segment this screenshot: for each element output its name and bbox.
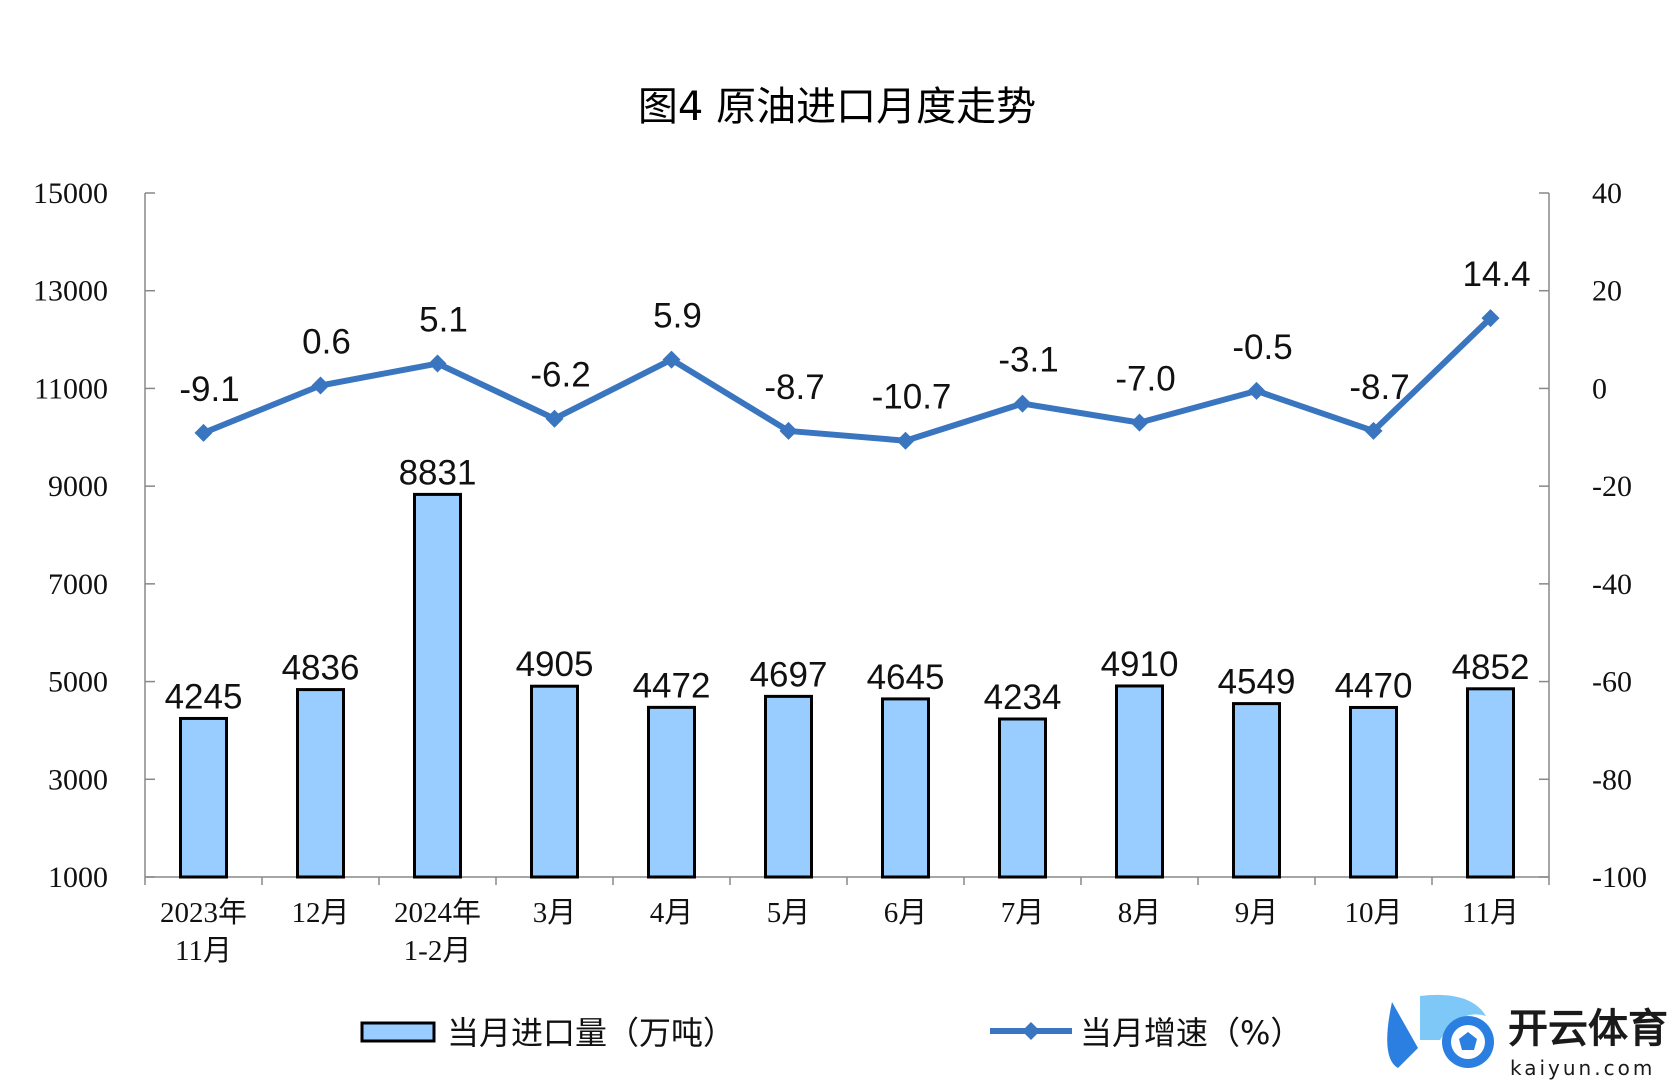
category-labels: 2023年 11月 12月 2024年 1-2月 3月 4月 5月 6月 7月 8月 9月 10月 11月 xyxy=(160,896,1519,967)
bar xyxy=(1115,684,1164,879)
y-right-tick-label: 20 xyxy=(1592,275,1622,308)
x-category-label: 11月 xyxy=(1462,897,1519,929)
chart-title: 图4 原油进口月度走势 xyxy=(638,84,1036,130)
bar xyxy=(413,492,462,879)
bar-data-label: 8831 xyxy=(399,453,477,492)
bar xyxy=(881,697,930,879)
brand-logo-icon xyxy=(1387,994,1494,1068)
line-point xyxy=(662,350,681,369)
legend-bar-label: 当月进口量（万吨） xyxy=(447,1014,735,1052)
line-data-label: 14.4 xyxy=(1462,255,1530,294)
watermark-logo: 开云体育 kaiyun.com xyxy=(1387,994,1668,1080)
x-category-label: 6月 xyxy=(884,897,928,929)
y-right-tick-label: 40 xyxy=(1592,177,1622,210)
line-data-label: -10.7 xyxy=(872,378,952,417)
bar xyxy=(296,688,345,879)
line-series xyxy=(194,309,1500,450)
bar-data-label: 4549 xyxy=(1218,663,1296,702)
bar-labels: 4245 4836 8831 4905 4472 4697 4645 4234 4910 4549… xyxy=(165,453,1530,717)
line-data-label: -8.7 xyxy=(764,368,824,407)
bar xyxy=(1349,705,1398,879)
y-right-tick-label: -60 xyxy=(1592,666,1632,699)
line-point xyxy=(428,354,447,373)
bar-data-label: 4234 xyxy=(984,678,1062,717)
bar-data-label: 4470 xyxy=(1335,666,1413,705)
bar-data-label: 4645 xyxy=(867,658,945,697)
line-point xyxy=(545,409,564,428)
line-data-label: -7.0 xyxy=(1115,360,1175,399)
bar xyxy=(179,716,228,879)
line-data-label: -9.1 xyxy=(179,370,239,409)
legend-line-label: 当月增速（%） xyxy=(1080,1014,1302,1052)
legend-line-marker xyxy=(1022,1022,1040,1040)
x-category-label: 10月 xyxy=(1344,897,1402,929)
y-left-tick-label: 15000 xyxy=(33,177,108,210)
y-right-tick-label: -100 xyxy=(1592,861,1647,894)
bar-data-label: 4910 xyxy=(1101,645,1179,684)
y-right-tick-label: 0 xyxy=(1592,372,1607,405)
line-data-label: 5.9 xyxy=(653,297,702,336)
bar xyxy=(1466,687,1515,879)
y-left-tick-label: 1000 xyxy=(48,861,108,894)
legend: 当月进口量（万吨） 当月增速（%） xyxy=(360,1014,1302,1052)
line-path xyxy=(202,315,1493,444)
line-point xyxy=(1481,309,1500,328)
y-left-tick-label: 9000 xyxy=(48,470,108,503)
line-point xyxy=(194,423,213,442)
y-left-tick-label: 3000 xyxy=(48,763,108,796)
line-point xyxy=(779,421,798,440)
bar-data-label: 4472 xyxy=(633,666,711,705)
line-data-label: -3.1 xyxy=(998,341,1058,380)
line-data-label: 5.1 xyxy=(419,301,468,340)
bar xyxy=(647,705,696,879)
bar-data-label: 4852 xyxy=(1452,648,1530,687)
x-category-label: 3月 xyxy=(533,897,577,929)
bar xyxy=(764,694,813,879)
x-category-label: 12月 xyxy=(291,897,349,929)
bar xyxy=(998,717,1047,879)
line-point xyxy=(311,376,330,395)
axes: 15000 13000 11000 9000 7000 5000 3000 1000 40 20 0… xyxy=(33,177,1647,894)
y-left-tick-label: 7000 xyxy=(48,568,108,601)
y-right-tick-label: -40 xyxy=(1592,568,1632,601)
x-category-label: 8月 xyxy=(1118,897,1162,929)
bar-data-label: 4697 xyxy=(750,655,828,694)
watermark-brand: 开云体育 xyxy=(1508,1006,1668,1052)
line-point xyxy=(1013,394,1032,413)
x-category-label: 2024年 xyxy=(394,896,481,929)
y-left-tick-label: 13000 xyxy=(33,275,108,308)
x-category-label: 5月 xyxy=(767,897,811,929)
y-left-tick-label: 11000 xyxy=(34,372,108,405)
y-right-tick-label: -80 xyxy=(1592,763,1632,796)
x-category-label: 2023年 xyxy=(160,896,247,929)
line-point xyxy=(1247,381,1266,400)
bar-data-label: 4836 xyxy=(282,649,360,688)
bar-data-label: 4905 xyxy=(516,645,594,684)
line-data-label: -6.2 xyxy=(530,356,590,395)
legend-bar-swatch xyxy=(360,1021,436,1043)
line-point xyxy=(1130,413,1149,432)
y-left-tick-label: 5000 xyxy=(48,666,108,699)
x-category-label: 7月 xyxy=(1001,897,1045,929)
x-category-label: 4月 xyxy=(650,897,694,929)
line-data-label: 0.6 xyxy=(302,322,351,361)
bar-series xyxy=(179,492,1515,879)
line-labels: -9.1 0.6 5.1 -6.2 5.9 -8.7 -10.7 -3.1 -7.0 -0.5 -8… xyxy=(179,255,1530,417)
x-category-label: 1-2月 xyxy=(404,935,472,967)
y-right-tick-label: -20 xyxy=(1592,470,1632,503)
bar xyxy=(1232,702,1281,879)
watermark-domain: kaiyun.com xyxy=(1510,1056,1655,1080)
line-data-label: -8.7 xyxy=(1349,368,1409,407)
x-category-label: 9月 xyxy=(1235,897,1279,929)
line-point xyxy=(1364,421,1383,440)
x-category-label: 11月 xyxy=(175,935,232,967)
bar xyxy=(530,684,579,879)
line-data-label: -0.5 xyxy=(1232,328,1292,367)
line-point xyxy=(896,431,915,450)
bar-data-label: 4245 xyxy=(165,677,243,716)
